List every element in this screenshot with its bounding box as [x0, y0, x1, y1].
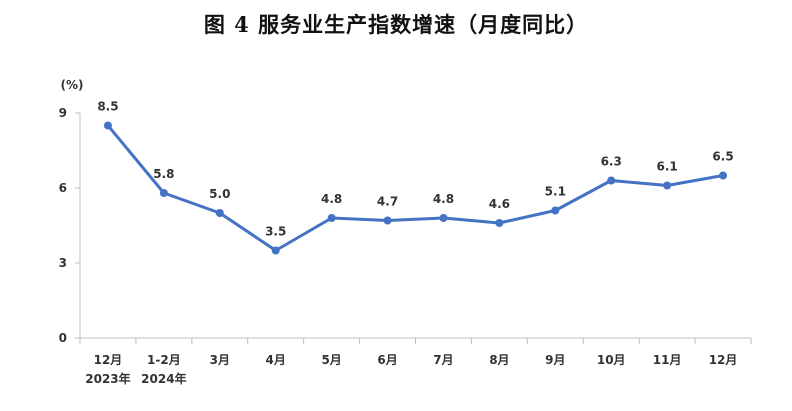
- data-point: [495, 219, 504, 227]
- data-point: [159, 189, 168, 197]
- series-layer: [103, 121, 728, 255]
- data-point: [327, 214, 336, 222]
- data-point: [551, 206, 560, 215]
- data-label: 4.7: [377, 195, 398, 209]
- x-tick-label: 12月: [94, 353, 123, 367]
- data-point: [663, 181, 672, 190]
- x-tick-label: 10月: [597, 353, 626, 367]
- data-labels: 8.5 5.8 5.0 3.5 4.8 4.7 4.8 4.6 5.1 6.3 6.1 6.5: [97, 100, 733, 239]
- x-tick-label: 1-2月: [147, 353, 181, 367]
- x-tick-label: 7月: [433, 353, 453, 367]
- x-tick-label: 5月: [321, 353, 341, 367]
- data-point: [103, 121, 112, 130]
- y-tick-label: 3: [59, 256, 67, 270]
- data-label: 4.6: [489, 197, 510, 211]
- data-label: 5.8: [153, 167, 174, 181]
- x-tick-sublabel: 2023年: [85, 371, 130, 386]
- y-tick-label: 9: [59, 106, 67, 120]
- y-axis-unit-label: (%): [61, 78, 84, 92]
- data-label: 6.5: [712, 150, 733, 164]
- x-tick-label: 4月: [266, 353, 286, 367]
- y-tick-label: 0: [59, 331, 67, 345]
- data-label: 8.5: [97, 100, 118, 114]
- x-tick-sublabel: 2024年: [141, 371, 186, 386]
- data-label: 6.1: [656, 160, 677, 174]
- data-point: [383, 216, 392, 225]
- axes: 0 3 6 9 12月 2023年 1-2月 2024年 3月 4月 5月 6月 7月 8月 9月 10月 11…: [59, 106, 752, 386]
- data-point: [439, 214, 448, 222]
- data-label: 6.3: [601, 155, 622, 169]
- data-label: 3.5: [265, 225, 286, 239]
- data-label: 4.8: [321, 192, 342, 206]
- x-tick-label: 8月: [489, 353, 509, 367]
- series-line: [106, 124, 725, 252]
- chart-title: 图 4 服务业生产指数增速（月度同比）: [203, 12, 589, 37]
- data-point: [607, 176, 616, 185]
- x-tick-label: 9月: [545, 353, 565, 367]
- y-tick-label: 6: [59, 181, 67, 195]
- x-tick-label: 12月: [709, 353, 738, 367]
- data-label: 4.8: [433, 192, 454, 206]
- x-tick-label: 11月: [653, 353, 682, 367]
- x-tick-label: 6月: [377, 353, 397, 367]
- data-point: [271, 246, 280, 255]
- data-label: 5.1: [545, 185, 566, 199]
- data-point: [215, 209, 224, 217]
- x-tick-label: 3月: [210, 353, 230, 367]
- data-point: [719, 171, 728, 180]
- data-label: 5.0: [209, 187, 230, 201]
